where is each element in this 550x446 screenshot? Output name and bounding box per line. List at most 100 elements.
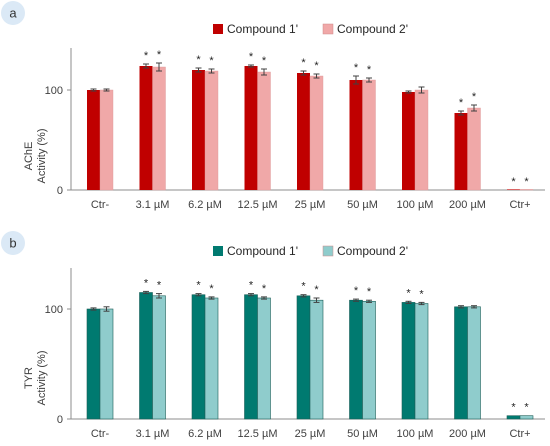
significance-star: * — [249, 51, 254, 63]
bar-compound-1 — [454, 306, 468, 420]
bar-compound-2 — [519, 415, 534, 420]
significance-star: * — [262, 283, 267, 295]
bar-compound-1 — [244, 66, 258, 190]
x-tick-label: Ctr+ — [509, 428, 530, 440]
x-tick-label: 12.5 µM — [238, 428, 278, 440]
x-tick-label: 6.2 µM — [188, 428, 222, 440]
x-tick-label: 25 µM — [295, 428, 326, 440]
legend-label: Compound 1' — [227, 22, 298, 36]
bar-compound-2 — [99, 308, 114, 420]
x-tick-label: Ctr- — [91, 428, 110, 440]
x-tick-label: 12.5 µM — [238, 199, 278, 211]
significance-star: * — [511, 402, 516, 414]
panel-label: b — [9, 236, 16, 251]
significance-star: * — [209, 55, 214, 67]
bar-compound-2 — [309, 75, 324, 191]
significance-star: * — [406, 287, 411, 299]
x-tick-label: 100 µM — [397, 428, 434, 440]
bar-compound-2 — [257, 71, 271, 191]
significance-star: * — [157, 280, 162, 292]
significance-star: * — [367, 64, 372, 76]
significance-star: * — [511, 176, 516, 188]
panel-badge — [1, 231, 25, 255]
chart-panel-a: a 0 100 AChEActivity (%) Compound 1' Compound… — [1, 1, 545, 211]
bar-compound-1 — [506, 415, 521, 420]
bar-compound-1 — [454, 113, 468, 190]
significance-star: * — [249, 280, 254, 292]
significance-star: * — [314, 284, 319, 296]
legend-label: Compound 2' — [337, 22, 408, 36]
x-tick-label: Ctr- — [91, 199, 110, 211]
significance-star: * — [196, 280, 201, 292]
x-tick-label: 100 µM — [397, 199, 434, 211]
legend-label: Compound 2' — [337, 244, 408, 258]
bar-compound-2 — [257, 297, 271, 420]
y-tick-label: 100 — [45, 85, 63, 97]
significance-star: * — [196, 54, 201, 66]
bar-compound-2 — [152, 295, 166, 420]
bar-compound-1 — [87, 90, 100, 190]
significance-star: * — [367, 286, 372, 298]
x-tick-label: 25 µM — [295, 199, 326, 211]
bar-compound-2 — [309, 299, 324, 420]
bar-compound-1 — [244, 294, 258, 420]
x-tick-label: Ctr+ — [509, 199, 530, 211]
bar-compound-2 — [467, 107, 481, 191]
bar-compound-1 — [192, 70, 205, 190]
significance-star: * — [419, 288, 424, 300]
significance-star: * — [144, 50, 149, 62]
bar-compound-1 — [297, 73, 310, 190]
y-axis-label-line: Activity (%) — [36, 351, 48, 406]
significance-star: * — [524, 402, 529, 414]
bar-compound-2 — [204, 70, 219, 191]
x-tick-label: 200 µM — [449, 199, 486, 211]
x-tick-label: 50 µM — [347, 199, 378, 211]
bar-compound-1 — [349, 299, 363, 420]
significance-star: * — [262, 55, 267, 67]
y-axis-label: TYRActivity (%) — [23, 351, 48, 406]
y-tick-label: 100 — [45, 304, 63, 316]
significance-star: * — [301, 57, 306, 69]
bar-compound-1 — [86, 308, 101, 420]
x-tick-label: 3.1 µM — [136, 428, 170, 440]
legend-label: Compound 1' — [227, 244, 298, 258]
bar-compound-1 — [349, 80, 363, 190]
significance-star: * — [209, 283, 214, 295]
bar-compound-1 — [507, 189, 520, 190]
y-tick-label: 0 — [57, 414, 63, 426]
y-tick-label: 0 — [57, 185, 63, 197]
panel-badge — [1, 1, 25, 25]
significance-star: * — [144, 277, 149, 289]
legend-swatch — [213, 246, 223, 256]
y-axis-label-line: TYR — [23, 367, 35, 389]
significance-star: * — [354, 285, 359, 297]
bar-compound-1 — [402, 92, 415, 190]
bar-compound-2 — [467, 306, 481, 420]
x-tick-label: 50 µM — [347, 428, 378, 440]
bar-compound-2 — [99, 89, 114, 191]
bar-compound-1 — [191, 294, 206, 420]
legend-swatch — [322, 245, 334, 257]
significance-star: * — [354, 62, 359, 74]
x-tick-label: 200 µM — [449, 428, 486, 440]
legend-swatch — [322, 23, 334, 35]
significance-star: * — [524, 176, 529, 188]
y-axis-label-line: AChE — [23, 142, 35, 171]
legend-swatch — [213, 24, 223, 34]
bar-compound-2 — [152, 66, 166, 191]
bar-compound-2 — [519, 189, 534, 191]
significance-star: * — [314, 60, 319, 72]
bar-compound-2 — [414, 89, 429, 191]
bar-compound-2 — [362, 300, 376, 420]
bar-compound-2 — [414, 303, 429, 420]
bar-compound-1 — [401, 302, 416, 420]
chart-panel-b: b 0 100 TYRActivity (%) Compound 1' Compound … — [1, 231, 545, 440]
significance-star: * — [157, 49, 162, 61]
significance-star: * — [301, 281, 306, 293]
x-tick-label: 6.2 µM — [188, 199, 222, 211]
bar-compound-1 — [139, 66, 153, 190]
significance-star: * — [459, 97, 464, 109]
panel-label: a — [9, 6, 17, 21]
y-axis-label-line: Activity (%) — [36, 129, 48, 184]
